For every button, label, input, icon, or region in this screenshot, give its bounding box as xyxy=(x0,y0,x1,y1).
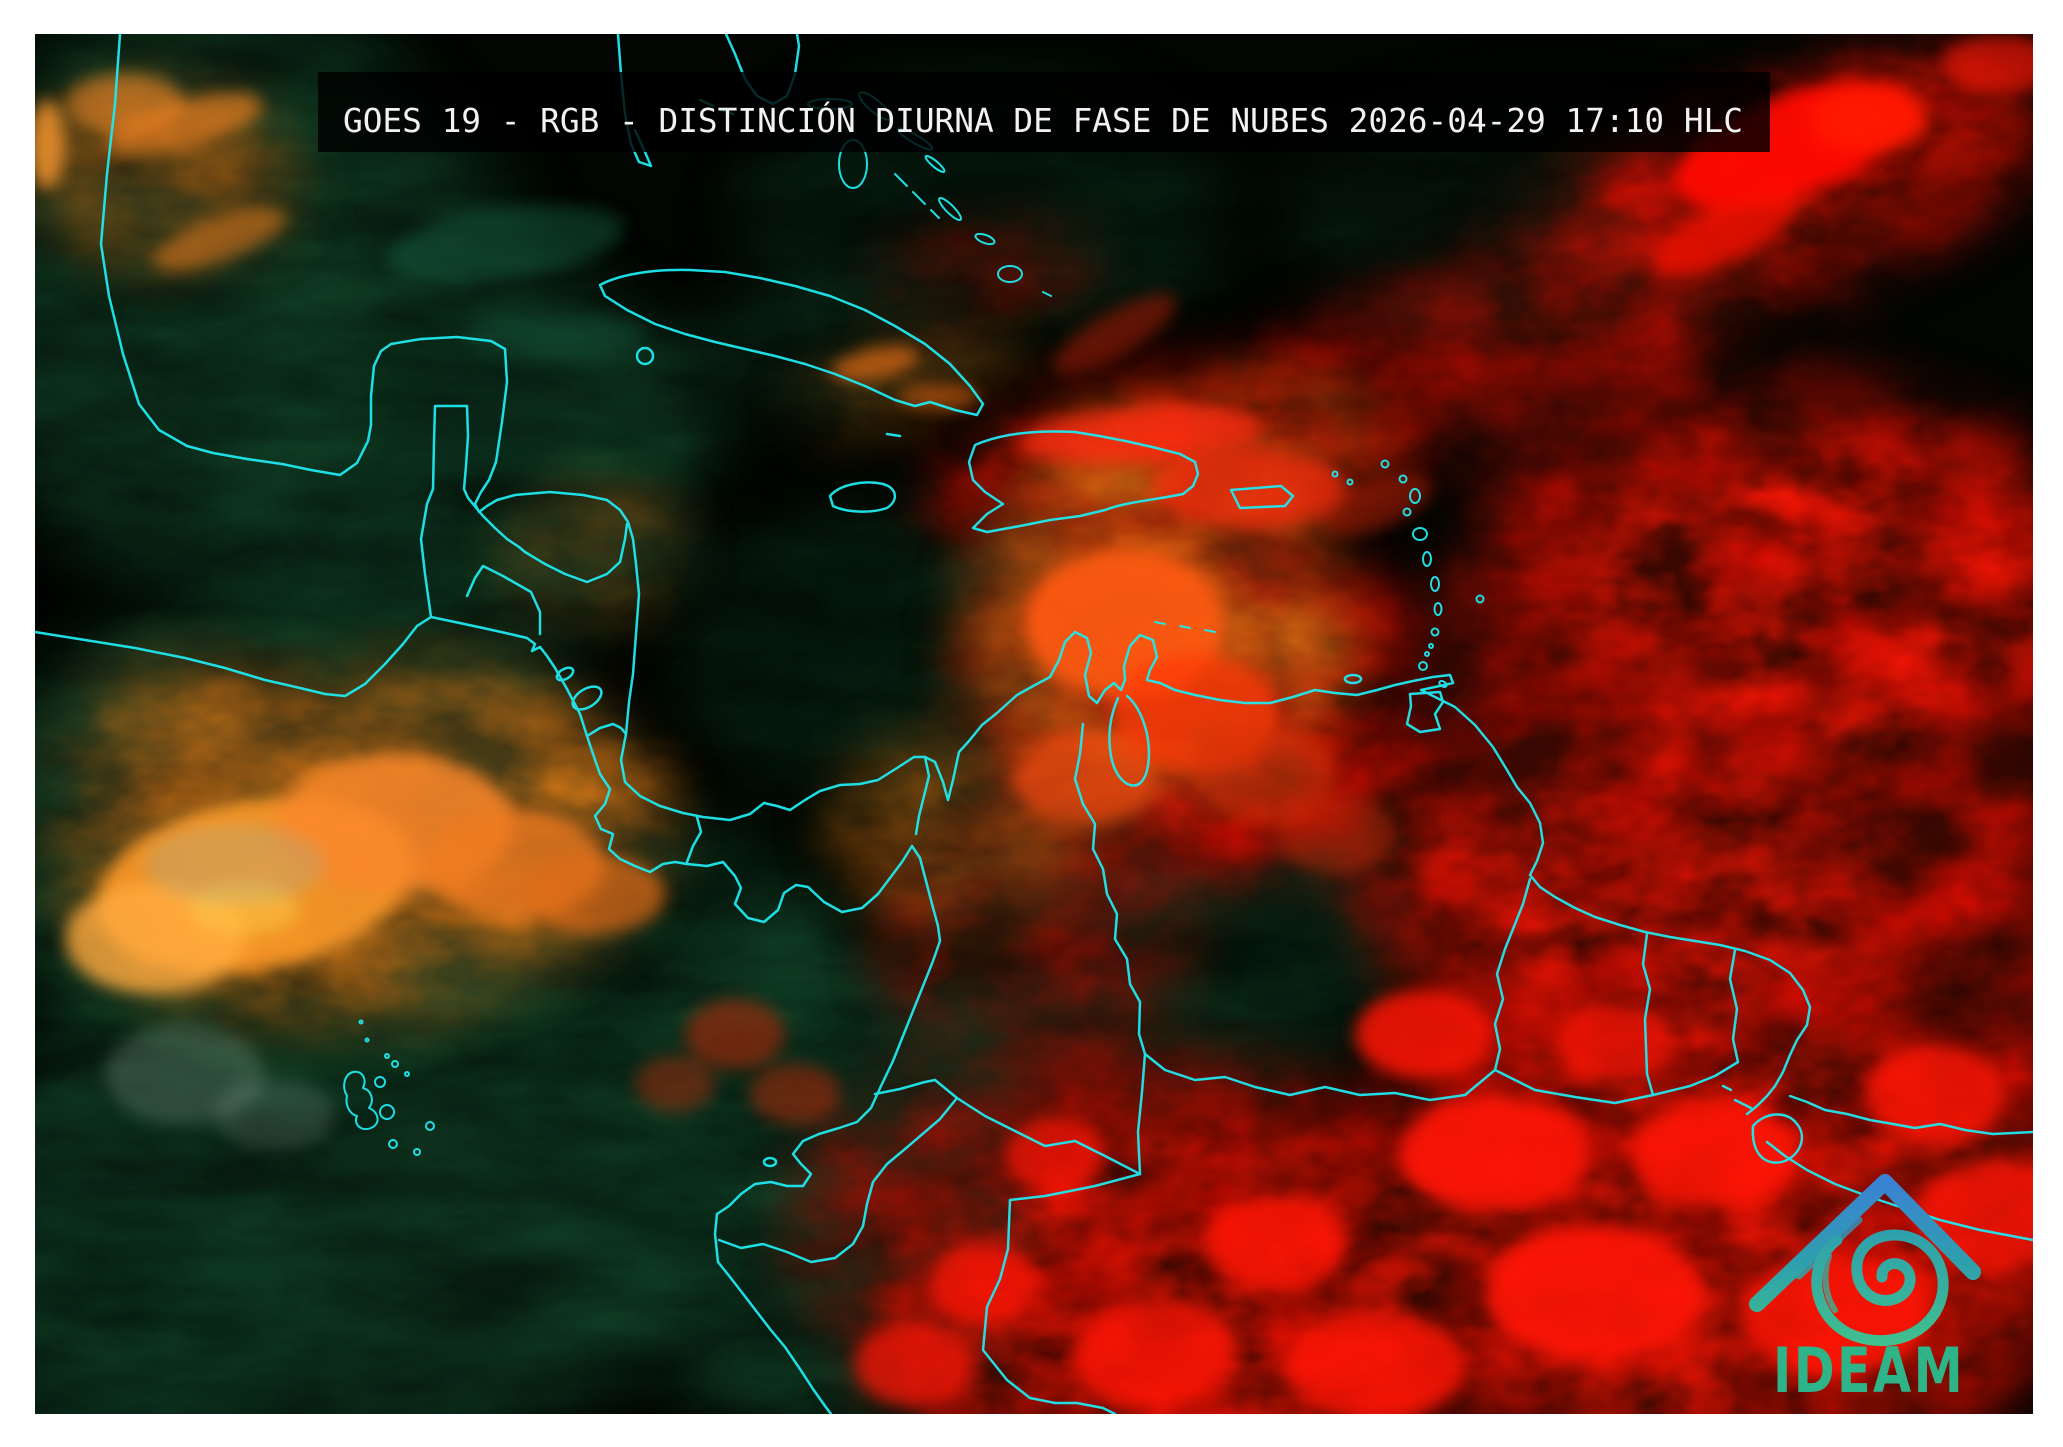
border-french-guiana-brazil xyxy=(1651,1060,1740,1097)
border-mexico-guatemala-belize xyxy=(419,404,475,619)
border-colombia-peru xyxy=(933,1078,1142,1176)
galapagos-islands xyxy=(343,1019,435,1156)
border-suriname-french-guiana xyxy=(1728,948,1740,1064)
border-honduras-nicaragua xyxy=(523,522,629,584)
puerto-rico-outline xyxy=(1229,484,1295,510)
border-guatemala-honduras xyxy=(471,502,527,554)
lake-managua xyxy=(555,666,575,682)
title-text: GOES 19 - RGB - DISTINCIÓN DIURNA DE FAS… xyxy=(343,100,1743,140)
border-panama-colombia xyxy=(914,755,931,836)
coastlines-borders-layer xyxy=(35,34,2033,1414)
lake-nicaragua xyxy=(571,685,603,711)
margarita-island xyxy=(1343,673,1363,685)
border-venezuela-brazil xyxy=(1143,1052,1497,1102)
border-colombia-brazil xyxy=(1136,1052,1147,1176)
bright-cloud-cores xyxy=(35,34,2033,1414)
ideam-wordmark: IDEAM xyxy=(1773,1334,1965,1407)
lake-maracaibo xyxy=(1108,694,1151,787)
border-costa-rica-panama xyxy=(685,815,703,864)
satellite-canvas: GOES 19 - RGB - DISTINCIÓN DIURNA DE FAS… xyxy=(35,34,2033,1414)
border-brazil-north xyxy=(1493,1068,1655,1105)
border-colombia-ecuador xyxy=(873,1078,937,1096)
jamaica-outline xyxy=(828,481,896,513)
coastline-brazil-northeast xyxy=(1788,1094,2033,1136)
amazon-delta-channels xyxy=(1721,1084,1753,1110)
border-venezuela-colombia xyxy=(1073,722,1147,1056)
border-nicaragua-costa-rica xyxy=(585,722,628,738)
hurricane-spiral-icon xyxy=(1811,1229,1949,1346)
satellite-image: GOES 19 - RGB - DISTINCIÓN DIURNA DE FAS… xyxy=(35,34,2033,1414)
ideam-logo: IDEAM xyxy=(1749,1174,1981,1407)
lesser-antilles-islands xyxy=(1331,459,1485,688)
puna-island xyxy=(762,1156,778,1168)
hispaniola-outline xyxy=(967,430,1200,534)
border-venezuela-guyana xyxy=(1493,877,1532,1072)
trinidad-outline xyxy=(1405,690,1445,734)
border-guyana-suriname xyxy=(1641,932,1655,1097)
marajo-island xyxy=(1751,1113,1804,1164)
cuba-outline xyxy=(598,268,985,417)
border-el-salvador xyxy=(465,564,542,636)
isla-juventud xyxy=(635,346,655,366)
border-ecuador-peru xyxy=(717,1096,959,1264)
abc-islands xyxy=(1154,621,1216,633)
title-band xyxy=(318,72,1770,152)
cayman-islands xyxy=(885,432,902,438)
border-peru-brazil xyxy=(981,1172,1142,1414)
coastline-pacific xyxy=(35,615,942,1414)
coastline-mexico-central-america-caribbean-south-america xyxy=(99,34,1812,1116)
